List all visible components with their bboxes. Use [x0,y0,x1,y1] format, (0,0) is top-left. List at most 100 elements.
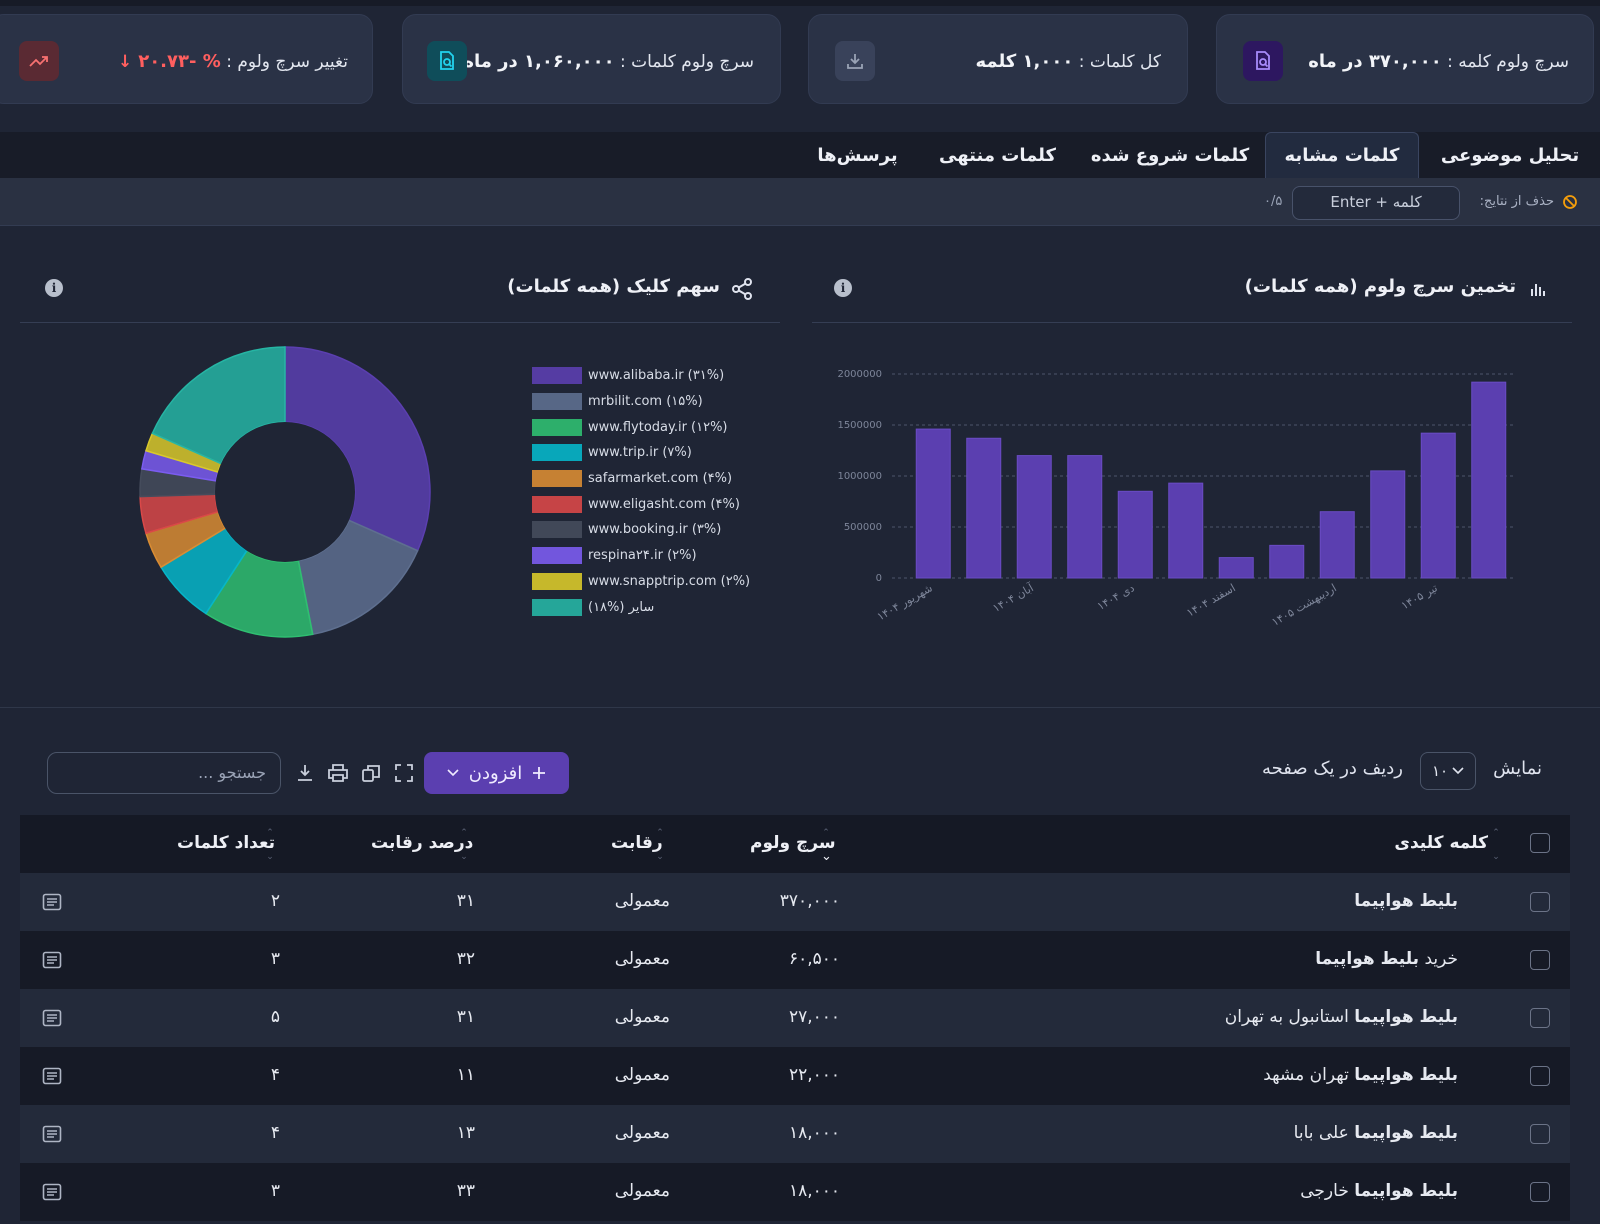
rows-per-page-value: ۱۰ [1431,762,1449,780]
volume-bar[interactable] [1420,432,1456,579]
legend-item[interactable]: www.flytoday.ir (۱۲%) [532,414,772,440]
legend-item[interactable]: respina۲۴.ir (۲%) [532,543,772,569]
info-icon[interactable]: i [834,279,852,297]
volume-bar[interactable] [1067,455,1103,579]
tab-similar-keywords[interactable]: کلمات مشابه [1265,132,1419,178]
tab-ending-keywords[interactable]: کلمات منتهی [939,144,1056,166]
legend-item[interactable]: www.trip.ir (۷%) [532,440,772,466]
header-competition[interactable]: رقابت [611,833,663,853]
volume-cell: ۱۸,۰۰۰ [788,1123,840,1143]
volume-cell: ۱۸,۰۰۰ [788,1181,840,1201]
sort-icon[interactable]: ⌃ ⌄ [1492,828,1500,862]
legend-swatch [532,598,582,616]
row-checkbox[interactable] [1530,950,1550,970]
keyword-cell[interactable]: بلیط هواپیما علی بابا [1294,1123,1458,1143]
search-input[interactable]: جستجو ... [47,752,281,794]
volume-bar[interactable] [1269,544,1305,579]
sort-icon[interactable]: ⌃ ⌄ [656,828,664,862]
details-icon[interactable] [42,951,62,969]
fullscreen-icon[interactable] [393,762,415,784]
legend-swatch [532,444,582,462]
sort-icon[interactable]: ⌃ ⌄ [821,828,832,864]
legend-item[interactable]: www.eligasht.com (۴%) [532,491,772,517]
rows-per-page-select[interactable]: ۱۰ [1420,752,1476,790]
header-competition-pct[interactable]: درصد رقابت [371,833,474,853]
legend-item[interactable]: www.alibaba.ir (۳۱%) [532,363,772,389]
row-checkbox[interactable] [1530,1124,1550,1144]
tab-topic-analysis[interactable]: تحلیل موضوعی [1440,144,1580,166]
details-icon[interactable] [42,1067,62,1085]
y-tick-label: 1000000 [837,471,882,482]
table-row[interactable]: بلیط هواپیما ۳۷۰,۰۰۰ معمولی ۳۱ ۲ [20,873,1570,931]
tab-starting-keywords[interactable]: کلمات شروع شده [1090,144,1250,166]
top-strip [0,0,1600,6]
row-checkbox[interactable] [1530,1008,1550,1028]
sort-icon[interactable]: ⌃ ⌄ [266,828,274,862]
keyword-bold: بلیط هواپیما [1354,1123,1458,1143]
volume-bar[interactable] [1218,557,1254,579]
y-tick-label: 1500000 [837,420,882,431]
share-icon [732,278,752,300]
details-icon[interactable] [42,1183,62,1201]
competition-pct-cell: ۱۱ [456,1065,475,1085]
keyword-cell[interactable]: بلیط هواپیما تهران مشهد [1263,1065,1458,1085]
legend-item[interactable]: www.snapptrip.com (۲%) [532,569,772,595]
table-row[interactable]: خرید بلیط هواپیما ۶۰,۵۰۰ معمولی ۳۲ ۳ [20,931,1570,989]
volume-bar[interactable] [1117,490,1153,579]
table-row[interactable]: بلیط هواپیما خارجی ۱۸,۰۰۰ معمولی ۳۳ ۳ [20,1163,1570,1221]
keyword-cell[interactable]: خرید بلیط هواپیما [1315,949,1458,969]
chevron-down-icon [447,769,459,777]
competition-cell: معمولی [614,891,670,911]
legend-item[interactable]: سایر (%۱۸) [532,594,772,620]
legend-swatch [532,367,582,385]
keyword-cell[interactable]: بلیط هواپیما خارجی [1300,1181,1458,1201]
copy-icon[interactable] [360,762,382,784]
volume-bar[interactable] [966,437,1002,579]
x-tick-label: آبان ۱۴۰۴ [990,580,1037,615]
keyword-cell[interactable]: بلیط هواپیما [1354,891,1458,911]
exclude-filter-row: حذف از نتایج: کلمه + Enter ۰/۵ [0,178,1600,226]
legend-item[interactable]: mrbilit.com (۱۵%) [532,389,772,415]
volume-bar[interactable] [1168,482,1204,579]
volume-bar[interactable] [1370,470,1406,579]
volume-bar[interactable] [915,428,951,579]
table-row[interactable]: بلیط هواپیما تهران مشهد ۲۲,۰۰۰ معمولی ۱۱ ۴ [20,1047,1570,1105]
row-checkbox[interactable] [1530,1066,1550,1086]
exclude-keyword-input[interactable]: کلمه + Enter [1292,186,1460,220]
details-icon[interactable] [42,1125,62,1143]
legend-swatch [532,470,582,488]
table-row[interactable]: بلیط هواپیما استانبول به تهران ۲۷,۰۰۰ معمو… [20,989,1570,1047]
keyword-suffix: خارجی [1300,1181,1355,1201]
stat-value: ۱,۰۰۰ کلمه [975,51,1074,72]
legend-item[interactable]: safarmarket.com (۴%) [532,466,772,492]
stat-card-keywords-volume: سرچ ولوم کلمات : ۱,۰۶۰,۰۰۰ در ماه [402,14,781,104]
header-word-count[interactable]: تعداد کلمات [177,833,275,853]
header-volume[interactable]: سرچ ولوم [750,833,836,853]
exclude-count: ۰/۵ [1264,194,1283,209]
stat-value: ۱,۰۶۰,۰۰۰ در ماه [463,51,615,72]
details-icon[interactable] [42,893,62,911]
competition-pct-cell: ۱۳ [456,1123,475,1143]
volume-bar[interactable] [1471,381,1507,579]
legend-item[interactable]: www.booking.ir (۳%) [532,517,772,543]
keyword-prefix: خرید [1419,949,1458,969]
stat-label: سرچ ولوم کلمه : [1447,52,1569,72]
details-icon[interactable] [42,1009,62,1027]
download-icon[interactable] [294,762,316,784]
table-row[interactable]: بلیط هواپیما علی بابا ۱۸,۰۰۰ معمولی ۱۳ ۴ [20,1105,1570,1163]
info-icon[interactable]: i [45,279,63,297]
tab-questions[interactable]: پرسش‌ها [817,144,898,166]
download-icon[interactable] [835,41,875,81]
row-checkbox[interactable] [1530,1182,1550,1202]
competition-cell: معمولی [614,1123,670,1143]
volume-bar[interactable] [1319,511,1355,579]
volume-bar-chart: 0 500000 1000000 1500000 2000000 شهریور ۱۴۰۴ آ… [837,369,1514,629]
volume-bar[interactable] [1016,455,1052,579]
keyword-cell[interactable]: بلیط هواپیما استانبول به تهران [1225,1007,1458,1027]
add-button[interactable]: افزودن [424,752,569,794]
header-keyword[interactable]: کلمه کلیدی [1394,833,1488,853]
print-icon[interactable] [327,762,349,784]
select-all-checkbox[interactable] [1530,833,1550,853]
row-checkbox[interactable] [1530,892,1550,912]
sort-icon[interactable]: ⌃ ⌄ [460,828,468,862]
